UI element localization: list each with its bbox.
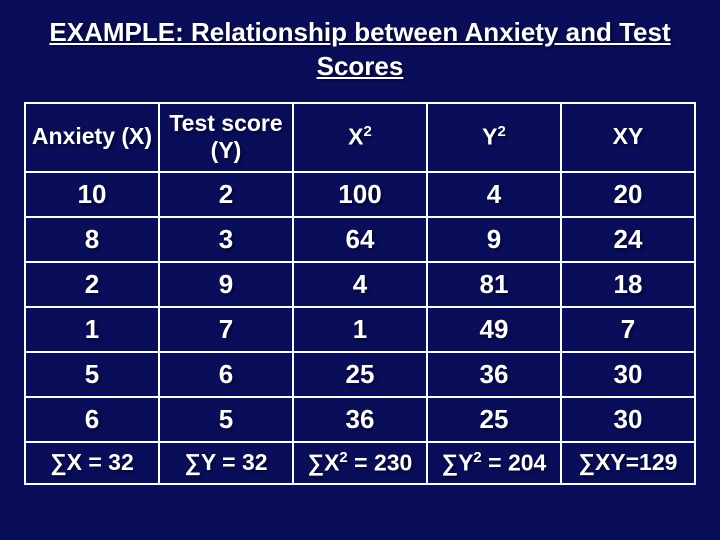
table-row: 8364924 xyxy=(25,217,695,262)
page-title: EXAMPLE: Relationship between Anxiety an… xyxy=(24,16,696,84)
sum-xy: ∑XY=129 xyxy=(561,442,695,484)
table-row: 171497 xyxy=(25,307,695,352)
table-sum-row: ∑X = 32 ∑Y = 32 ∑X2 = 230 ∑Y2 = 204 ∑XY=… xyxy=(25,442,695,484)
col-header-anxiety: Anxiety (X) xyxy=(25,103,159,172)
table-cell: 5 xyxy=(159,397,293,442)
table-cell: 36 xyxy=(293,397,427,442)
table-row: 65362530 xyxy=(25,397,695,442)
sum-x: ∑X = 32 xyxy=(25,442,159,484)
col-header-x-squared: X2 xyxy=(293,103,427,172)
table-cell: 49 xyxy=(427,307,561,352)
table-cell: 1 xyxy=(25,307,159,352)
table-cell: 36 xyxy=(427,352,561,397)
sum-y-squared: ∑Y2 = 204 xyxy=(427,442,561,484)
table-header-row: Anxiety (X) Test score (Y) X2 Y2 XY xyxy=(25,103,695,172)
col-header-xy: XY xyxy=(561,103,695,172)
table-cell: 20 xyxy=(561,172,695,217)
table-cell: 9 xyxy=(159,262,293,307)
table-cell: 25 xyxy=(427,397,561,442)
table-cell: 2 xyxy=(159,172,293,217)
table-cell: 1 xyxy=(293,307,427,352)
table-cell: 7 xyxy=(159,307,293,352)
table-cell: 30 xyxy=(561,397,695,442)
table-cell: 4 xyxy=(293,262,427,307)
table-cell: 64 xyxy=(293,217,427,262)
table-cell: 9 xyxy=(427,217,561,262)
table-cell: 81 xyxy=(427,262,561,307)
table-cell: 3 xyxy=(159,217,293,262)
table-cell: 5 xyxy=(25,352,159,397)
table-cell: 30 xyxy=(561,352,695,397)
col-header-test-score: Test score (Y) xyxy=(159,103,293,172)
table-row: 102100420 xyxy=(25,172,695,217)
table-cell: 4 xyxy=(427,172,561,217)
data-table: Anxiety (X) Test score (Y) X2 Y2 XY 1021… xyxy=(24,102,696,485)
table-cell: 8 xyxy=(25,217,159,262)
table-body: 1021004208364924294811817149756253630653… xyxy=(25,172,695,442)
table-cell: 100 xyxy=(293,172,427,217)
table-row: 56253630 xyxy=(25,352,695,397)
table-cell: 18 xyxy=(561,262,695,307)
table-cell: 2 xyxy=(25,262,159,307)
table-cell: 6 xyxy=(159,352,293,397)
sum-y: ∑Y = 32 xyxy=(159,442,293,484)
table-cell: 6 xyxy=(25,397,159,442)
table-cell: 10 xyxy=(25,172,159,217)
table-cell: 7 xyxy=(561,307,695,352)
sum-x-squared: ∑X2 = 230 xyxy=(293,442,427,484)
table-cell: 24 xyxy=(561,217,695,262)
table-row: 2948118 xyxy=(25,262,695,307)
table-cell: 25 xyxy=(293,352,427,397)
col-header-y-squared: Y2 xyxy=(427,103,561,172)
